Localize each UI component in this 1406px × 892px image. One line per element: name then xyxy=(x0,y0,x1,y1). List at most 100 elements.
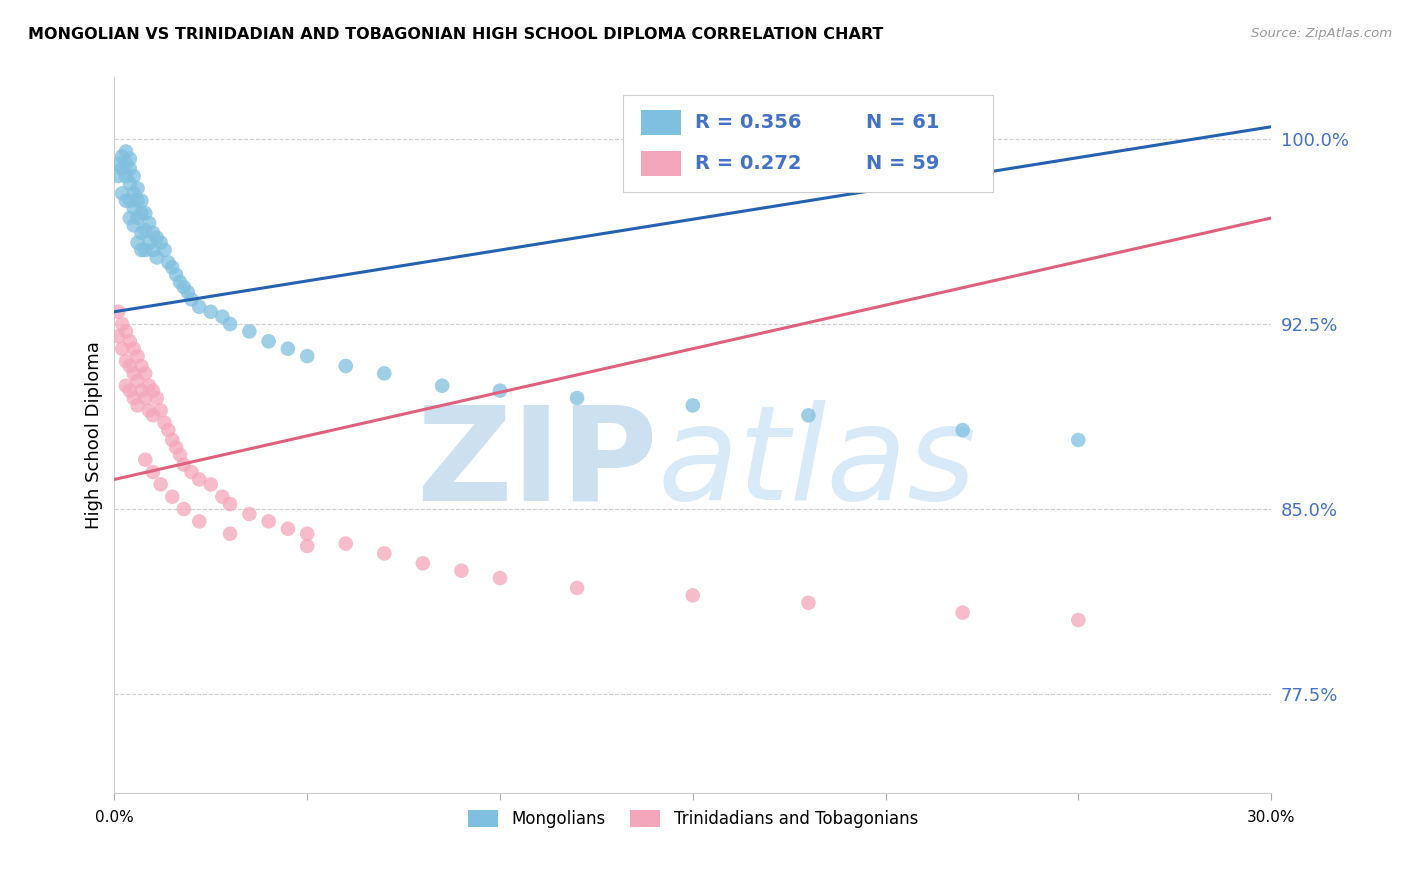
Point xyxy=(188,472,211,486)
Point xyxy=(149,235,172,250)
Text: ZIP: ZIP xyxy=(416,401,658,527)
Text: R = 0.272: R = 0.272 xyxy=(695,153,801,173)
Point xyxy=(157,423,180,437)
Point xyxy=(134,452,156,467)
Point xyxy=(127,181,149,195)
Point xyxy=(111,317,134,331)
Point xyxy=(111,161,134,176)
Point xyxy=(142,465,165,479)
Point xyxy=(412,556,434,570)
Point xyxy=(115,378,138,392)
Point xyxy=(122,201,145,215)
Point xyxy=(219,526,242,541)
Point xyxy=(153,243,176,257)
Point xyxy=(335,536,357,550)
Point xyxy=(118,211,141,225)
Point xyxy=(118,384,141,398)
Point xyxy=(162,433,184,447)
Text: N = 61: N = 61 xyxy=(866,113,939,132)
Point xyxy=(430,378,453,392)
Point xyxy=(122,186,145,201)
Text: N = 59: N = 59 xyxy=(866,153,939,173)
Point xyxy=(165,441,187,455)
Point xyxy=(134,391,156,405)
Point xyxy=(122,342,145,356)
Point xyxy=(142,243,165,257)
Point xyxy=(146,231,169,245)
Point xyxy=(257,514,280,528)
Point xyxy=(335,359,357,373)
Point xyxy=(277,522,299,536)
Point xyxy=(134,223,156,237)
Point xyxy=(149,403,172,417)
Point xyxy=(173,458,195,472)
Point xyxy=(118,161,141,176)
Point xyxy=(127,235,149,250)
Point xyxy=(211,310,233,324)
Point xyxy=(138,216,160,230)
Point xyxy=(118,194,141,208)
Point xyxy=(138,403,160,417)
Point xyxy=(115,354,138,368)
Legend: Mongolians, Trinidadians and Tobagonians: Mongolians, Trinidadians and Tobagonians xyxy=(461,803,925,834)
Point xyxy=(157,255,180,269)
Point xyxy=(131,359,153,373)
Point xyxy=(127,374,149,388)
Point xyxy=(107,304,129,318)
Point xyxy=(489,571,512,585)
Point xyxy=(138,235,160,250)
Point xyxy=(1067,433,1090,447)
Point xyxy=(111,149,134,163)
Point xyxy=(142,384,165,398)
Point xyxy=(257,334,280,349)
Point xyxy=(111,342,134,356)
Point xyxy=(1067,613,1090,627)
Point xyxy=(238,325,260,339)
Point xyxy=(134,206,156,220)
Point xyxy=(797,409,820,423)
Y-axis label: High School Diploma: High School Diploma xyxy=(86,341,103,529)
Point xyxy=(131,243,153,257)
Point xyxy=(565,391,588,405)
Point xyxy=(173,280,195,294)
Point xyxy=(131,194,153,208)
Point xyxy=(952,423,974,437)
Point xyxy=(146,251,169,265)
Point xyxy=(118,177,141,191)
Point xyxy=(146,391,169,405)
Point xyxy=(131,384,153,398)
Point xyxy=(295,349,318,363)
Point xyxy=(180,465,202,479)
Point xyxy=(180,293,202,307)
Point xyxy=(219,317,242,331)
Point xyxy=(373,367,395,381)
Point xyxy=(118,152,141,166)
Point xyxy=(797,596,820,610)
Point xyxy=(200,304,222,318)
Text: Source: ZipAtlas.com: Source: ZipAtlas.com xyxy=(1251,27,1392,40)
Point xyxy=(211,490,233,504)
FancyBboxPatch shape xyxy=(623,95,994,192)
Point xyxy=(200,477,222,491)
Point xyxy=(162,260,184,275)
Point xyxy=(373,546,395,560)
Point xyxy=(131,206,153,220)
Point xyxy=(162,490,184,504)
Point xyxy=(115,145,138,159)
Point xyxy=(115,194,138,208)
Text: 0.0%: 0.0% xyxy=(96,810,134,825)
Point xyxy=(115,157,138,171)
Point xyxy=(169,275,191,289)
Point xyxy=(489,384,512,398)
Point xyxy=(188,300,211,314)
Point xyxy=(682,588,704,602)
Point xyxy=(122,391,145,405)
Point xyxy=(238,507,260,521)
Point xyxy=(127,349,149,363)
Point xyxy=(134,243,156,257)
Point xyxy=(138,378,160,392)
Point xyxy=(111,186,134,201)
Point xyxy=(295,526,318,541)
Point xyxy=(188,514,211,528)
Point xyxy=(131,226,153,240)
